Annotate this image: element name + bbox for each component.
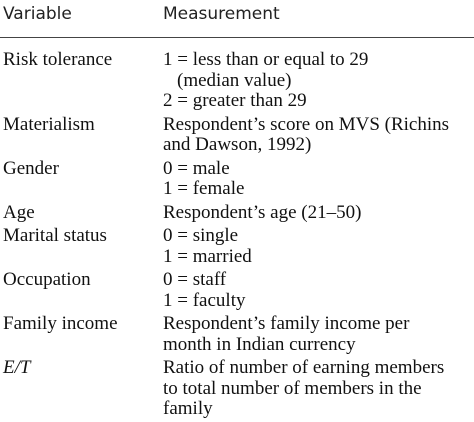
measurement-line: Respondent’s family income per (163, 313, 410, 334)
measurement-line: 1 = married (163, 245, 252, 267)
measurement-line: (median value) (177, 69, 292, 91)
measurement-line: Respondent’s score on MVS (Richins (163, 113, 450, 135)
measurement-line: 1 = female (163, 178, 245, 199)
measurement-line: 1 = faculty (163, 289, 246, 311)
header-rule (0, 37, 474, 38)
measurement-line: Ratio of number of earning members (163, 357, 445, 378)
variable-cell: Age (3, 201, 35, 223)
header-cell: Measurement (163, 4, 280, 24)
measurement-line: 0 = male (163, 157, 230, 179)
measurement-line: and Dawson, 1992) (163, 134, 312, 155)
variable-cell: E/T (3, 357, 31, 378)
variable-cell: Materialism (3, 113, 95, 135)
variable-cell: Family income (3, 313, 118, 334)
measurement-line: 2 = greater than 29 (163, 90, 307, 111)
variable-cell: Marital status (3, 225, 107, 246)
variable-cell: Occupation (3, 269, 91, 290)
measurement-line: Respondent’s age (21–50) (163, 201, 362, 223)
measurement-line: month in Indian currency (163, 333, 356, 355)
variable-cell: Risk tolerance (3, 49, 113, 70)
measurement-line: family (163, 398, 213, 419)
header-cell: Variable (3, 4, 72, 24)
measurement-line: 0 = staff (163, 269, 227, 290)
measurement-line: to total number of members in the (163, 377, 422, 399)
measurement-line: 0 = single (163, 225, 239, 246)
measurement-line: 1 = less than or equal to 29 (163, 49, 369, 70)
variable-cell: Gender (3, 157, 59, 179)
